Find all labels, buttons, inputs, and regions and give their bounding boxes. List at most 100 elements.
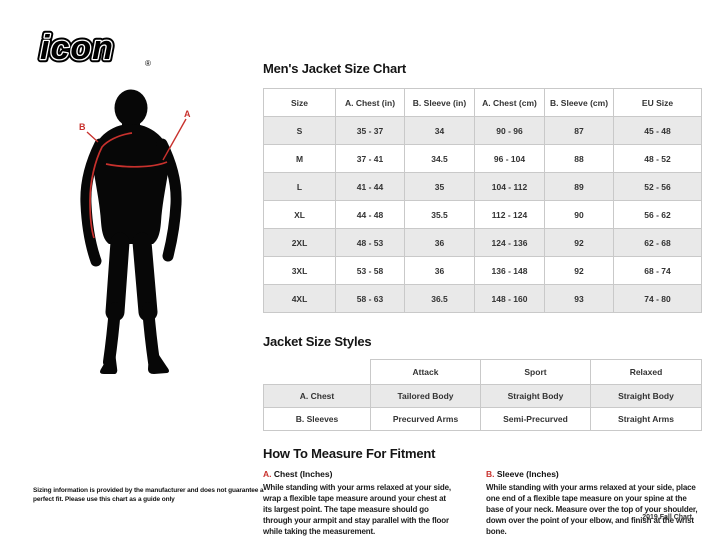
table-cell: 89 (544, 172, 614, 201)
table-cell: 36 (404, 256, 475, 285)
body-silhouette (80, 89, 182, 374)
table-cell: 124 - 136 (474, 228, 545, 257)
body-silhouette-diagram: A B (79, 89, 191, 374)
column-header: B. Sleeve (cm) (544, 88, 614, 117)
column-header: A. Chest (in) (335, 88, 405, 117)
table-cell: 112 - 124 (474, 200, 545, 229)
table-row: 4XL 58 - 63 36.5 148 - 160 93 74 - 80 (263, 284, 702, 313)
label-a: A (184, 109, 191, 119)
table-cell: 92 (544, 228, 614, 257)
table-cell: Straight Body (480, 384, 591, 408)
table-cell: 148 - 160 (474, 284, 545, 313)
table-cell: A. Chest (263, 384, 371, 408)
table-row: M 37 - 41 34.5 96 - 104 88 48 - 52 (263, 144, 702, 173)
chest-measure-line (105, 161, 168, 168)
column-header: Relaxed (590, 359, 702, 385)
table-cell: 48 - 52 (613, 144, 702, 173)
column-header: EU Size (613, 88, 702, 117)
column-header: Sport (480, 359, 591, 385)
style-chart-title: Jacket Size Styles (263, 334, 372, 349)
table-cell: M (263, 144, 336, 173)
table-cell: Tailored Body (370, 384, 481, 408)
table-cell: 3XL (263, 256, 336, 285)
measure-instructions: A. Chest (Inches) While standing with yo… (263, 469, 702, 537)
logo-text-outline: icon (40, 29, 114, 67)
size-chart-table: Size A. Chest (in) B. Sleeve (in) A. Chest … (263, 88, 702, 313)
chest-instruction-label: A. Chest (Inches) (263, 469, 455, 479)
table-cell: Straight Arms (590, 407, 702, 431)
table-cell: 35 - 37 (335, 116, 405, 145)
chest-instruction-block: A. Chest (Inches) While standing with yo… (263, 469, 455, 537)
table-row: XL 44 - 48 35.5 112 - 124 90 56 - 62 (263, 200, 702, 229)
label-b: B (79, 122, 86, 132)
table-cell: Precurved Arms (370, 407, 481, 431)
style-chart-header-row: Attack Sport Relaxed (264, 359, 702, 385)
brand-logo: icon icon ® (36, 26, 156, 71)
table-cell: 96 - 104 (474, 144, 545, 173)
measurement-figure: A B (70, 86, 195, 378)
table-row: L 41 - 44 35 104 - 112 89 52 - 56 (263, 172, 702, 201)
table-cell: 44 - 48 (335, 200, 405, 229)
size-chart-header-row: Size A. Chest (in) B. Sleeve (in) A. Chest … (263, 88, 702, 117)
sleeve-instruction-text: While standing with your arms relaxed at… (486, 483, 698, 536)
table-cell: 88 (544, 144, 614, 173)
table-cell: 68 - 74 (613, 256, 702, 285)
chest-label-prefix: A. (263, 469, 272, 479)
column-header (264, 360, 371, 385)
table-cell: 90 - 96 (474, 116, 545, 145)
table-cell: 87 (544, 116, 614, 145)
column-header: A. Chest (cm) (474, 88, 545, 117)
table-cell: B. Sleeves (263, 407, 371, 431)
table-cell: 4XL (263, 284, 336, 313)
table-cell: 35.5 (404, 200, 475, 229)
how-to-measure-title: How To Measure For Fitment (263, 446, 436, 461)
table-row: B. Sleeves Precurved Arms Semi-Precurved St… (263, 407, 702, 431)
table-cell: 53 - 58 (335, 256, 405, 285)
table-row: 3XL 53 - 58 36 136 - 148 92 68 - 74 (263, 256, 702, 285)
table-row: 2XL 48 - 53 36 124 - 136 92 62 - 68 (263, 228, 702, 257)
table-cell: 34.5 (404, 144, 475, 173)
table-cell: 2XL (263, 228, 336, 257)
table-cell: 92 (544, 256, 614, 285)
column-header: Attack (370, 359, 481, 385)
label-a-pointer-line (162, 118, 187, 161)
table-cell: 52 - 56 (613, 172, 702, 201)
table-cell: XL (263, 200, 336, 229)
table-cell: Straight Body (590, 384, 702, 408)
table-cell: S (263, 116, 336, 145)
table-cell: 58 - 63 (335, 284, 405, 313)
table-cell: 90 (544, 200, 614, 229)
icon-logo-graphic: icon icon ® (37, 26, 151, 71)
table-cell: 56 - 62 (613, 200, 702, 229)
sleeve-measure-line (89, 132, 133, 239)
table-cell: 136 - 148 (474, 256, 545, 285)
table-row: A. Chest Tailored Body Straight Body Straig… (263, 384, 702, 408)
table-cell: 37 - 41 (335, 144, 405, 173)
table-cell: Semi-Precurved (480, 407, 591, 431)
table-cell: 74 - 80 (613, 284, 702, 313)
column-header: Size (263, 88, 336, 117)
chart-version-label: 2019 Fall Chart (642, 514, 692, 521)
table-row: S 35 - 37 34 90 - 96 87 45 - 48 (263, 116, 702, 145)
table-cell: 35 (404, 172, 475, 201)
sleeve-label-prefix: B. (486, 469, 495, 479)
table-cell: 41 - 44 (335, 172, 405, 201)
table-cell: L (263, 172, 336, 201)
table-cell: 45 - 48 (613, 116, 702, 145)
table-cell: 104 - 112 (474, 172, 545, 201)
table-cell: 93 (544, 284, 614, 313)
table-cell: 48 - 53 (335, 228, 405, 257)
logo-text: icon (40, 29, 114, 67)
size-chart-title: Men's Jacket Size Chart (263, 61, 406, 76)
content-column: Men's Jacket Size Chart Size A. Chest (in… (263, 61, 702, 537)
column-header: B. Sleeve (in) (404, 88, 475, 117)
sleeve-instruction-block: B. Sleeve (Inches) While standing with y… (486, 469, 702, 537)
sleeve-label-text: Sleeve (Inches) (496, 469, 559, 479)
style-chart-table: Attack Sport Relaxed A. Chest Tailored Body… (263, 359, 702, 431)
table-cell: 36 (404, 228, 475, 257)
table-cell: 36.5 (404, 284, 475, 313)
chest-label-text: Chest (Inches) (273, 469, 333, 479)
registered-mark: ® (145, 59, 151, 68)
disclaimer-text: Sizing information is provided by the ma… (33, 487, 264, 503)
